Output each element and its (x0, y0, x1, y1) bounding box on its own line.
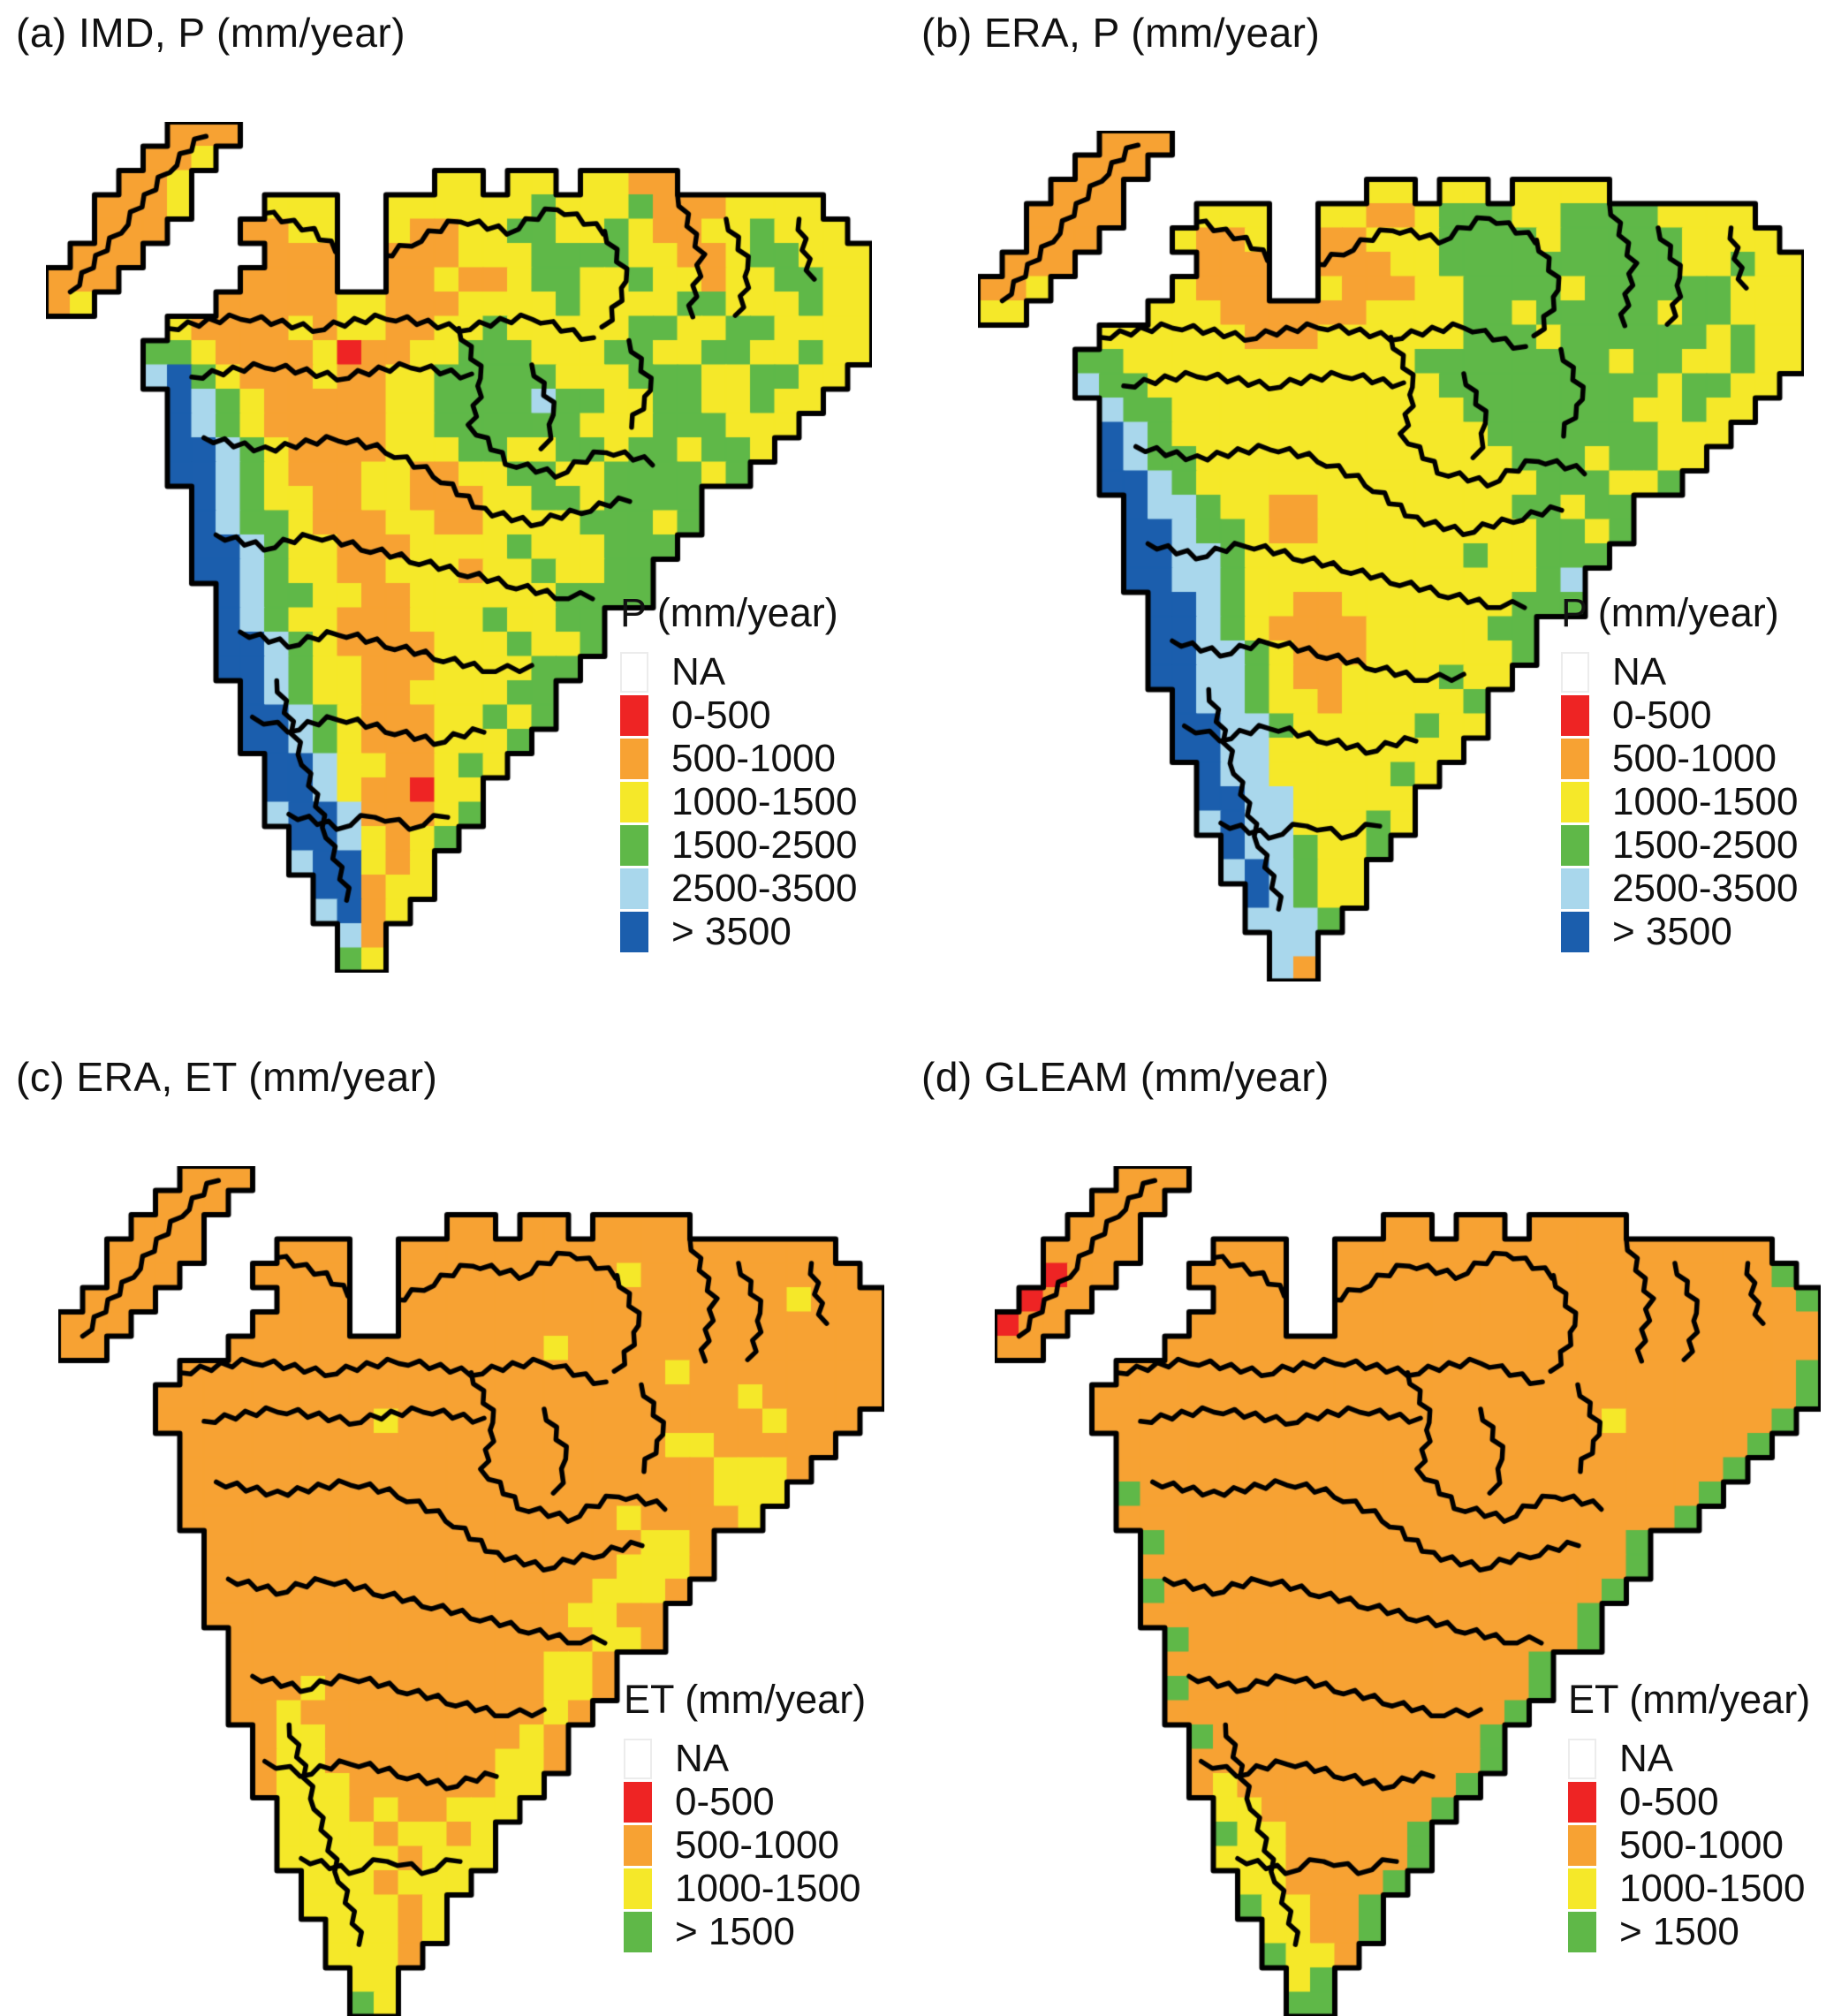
legend-swatch (1568, 1824, 1596, 1866)
legend-label: 0-500 (671, 693, 771, 737)
legend-swatch (1561, 694, 1589, 736)
legend-swatch (620, 781, 648, 822)
legend-item-NA: NA (1568, 1737, 1810, 1780)
legend-label: NA (675, 1736, 730, 1780)
legend-swatch (1568, 1781, 1596, 1823)
panel-title-b: (b) ERA, P (mm/year) (921, 10, 1321, 56)
legend-label: > 1500 (1619, 1909, 1739, 1953)
legend-item--1500: > 1500 (624, 1910, 866, 1953)
legend-item--3500: > 3500 (1561, 910, 1798, 953)
legend-swatch (620, 868, 648, 909)
legend-label: 0-500 (1612, 693, 1712, 737)
legend-label: NA (671, 649, 726, 693)
legend-item-0-500: 0-500 (624, 1780, 866, 1823)
legend-label: 1000-1500 (1612, 779, 1799, 823)
legend-item-2500-3500: 2500-3500 (620, 867, 857, 910)
legend-item-2500-3500: 2500-3500 (1561, 867, 1798, 910)
legend-item-500-1000: 500-1000 (624, 1823, 866, 1867)
legend-item-500-1000: 500-1000 (620, 737, 857, 780)
legend-item-0-500: 0-500 (620, 693, 857, 737)
legend-swatch (1561, 868, 1589, 909)
legend-swatch (624, 1738, 652, 1779)
legend-label: 500-1000 (671, 736, 836, 780)
legend-swatch (1568, 1868, 1596, 1909)
legend-panel-b: P (mm/year) NA 0-500 500-1000 1000-1500 1500… (1561, 590, 1798, 953)
legend-label: 500-1000 (675, 1823, 839, 1867)
legend-label: 0-500 (1619, 1779, 1719, 1823)
legend-title: ET (mm/year) (1568, 1677, 1811, 1722)
legend-item-1000-1500: 1000-1500 (1561, 780, 1798, 823)
legend-item-1000-1500: 1000-1500 (1568, 1867, 1810, 1910)
legend-label: 1500-2500 (671, 822, 858, 867)
legend-swatch (1561, 824, 1589, 866)
legend-item-500-1000: 500-1000 (1568, 1823, 1810, 1867)
panel-title-d: (d) GLEAM (mm/year) (921, 1054, 1330, 1100)
legend-label: NA (1619, 1736, 1674, 1780)
map-canvas-c (58, 1166, 884, 2016)
legend-label: 500-1000 (1612, 736, 1777, 780)
legend-swatch (1568, 1911, 1596, 1952)
legend-item-500-1000: 500-1000 (1561, 737, 1798, 780)
map-canvas-a (46, 122, 872, 973)
legend-title: ET (mm/year) (624, 1677, 867, 1722)
legend-label: > 3500 (671, 909, 792, 953)
legend-item-1000-1500: 1000-1500 (620, 780, 857, 823)
legend-items: NA 0-500 500-1000 1000-1500 1500-2500 2500-35… (1561, 650, 1798, 953)
legend-item--1500: > 1500 (1568, 1910, 1810, 1953)
legend-swatch (620, 738, 648, 779)
legend-items: NA 0-500 500-1000 1000-1500 > 1500 (624, 1737, 866, 1953)
legend-item-NA: NA (624, 1737, 866, 1780)
legend-swatch (620, 694, 648, 736)
legend-panel-a: P (mm/year) NA 0-500 500-1000 1000-1500 1500… (620, 590, 857, 953)
legend-label: 1000-1500 (671, 779, 858, 823)
legend-swatch (1561, 781, 1589, 822)
legend-label: 1000-1500 (1619, 1866, 1806, 1910)
legend-swatch (624, 1824, 652, 1866)
legend-item--3500: > 3500 (620, 910, 857, 953)
legend-swatch (620, 824, 648, 866)
panel-title-a: (a) IMD, P (mm/year) (16, 10, 406, 56)
legend-swatch (1561, 911, 1589, 952)
legend-title: P (mm/year) (1561, 590, 1779, 635)
legend-panel-d: ET (mm/year) NA 0-500 500-1000 1000-1500 > 1… (1568, 1677, 1810, 1953)
legend-label: > 1500 (675, 1909, 795, 1953)
legend-item-NA: NA (620, 650, 857, 693)
legend-label: 2500-3500 (1612, 866, 1799, 910)
legend-swatch (624, 1868, 652, 1909)
legend-label: 0-500 (675, 1779, 775, 1823)
legend-swatch (1561, 651, 1589, 693)
legend-label: 2500-3500 (671, 866, 858, 910)
legend-item-1000-1500: 1000-1500 (624, 1867, 866, 1910)
legend-item-1500-2500: 1500-2500 (1561, 823, 1798, 867)
legend-label: 500-1000 (1619, 1823, 1784, 1867)
legend-panel-c: ET (mm/year) NA 0-500 500-1000 1000-1500 > 1… (624, 1677, 866, 1953)
legend-swatch (1568, 1738, 1596, 1779)
legend-title: P (mm/year) (620, 590, 838, 635)
map-canvas-b (978, 131, 1804, 981)
legend-swatch (620, 911, 648, 952)
legend-items: NA 0-500 500-1000 1000-1500 > 1500 (1568, 1737, 1810, 1953)
legend-swatch (624, 1781, 652, 1823)
legend-label: 1500-2500 (1612, 822, 1799, 867)
legend-swatch (1561, 738, 1589, 779)
legend-swatch (620, 651, 648, 693)
legend-items: NA 0-500 500-1000 1000-1500 1500-2500 2500-35… (620, 650, 857, 953)
legend-label: > 3500 (1612, 909, 1732, 953)
legend-item-NA: NA (1561, 650, 1798, 693)
legend-item-0-500: 0-500 (1561, 693, 1798, 737)
legend-item-0-500: 0-500 (1568, 1780, 1810, 1823)
map-canvas-d (995, 1166, 1821, 2016)
legend-label: 1000-1500 (675, 1866, 861, 1910)
legend-swatch (624, 1911, 652, 1952)
legend-item-1500-2500: 1500-2500 (620, 823, 857, 867)
panel-title-c: (c) ERA, ET (mm/year) (16, 1054, 438, 1100)
legend-label: NA (1612, 649, 1667, 693)
